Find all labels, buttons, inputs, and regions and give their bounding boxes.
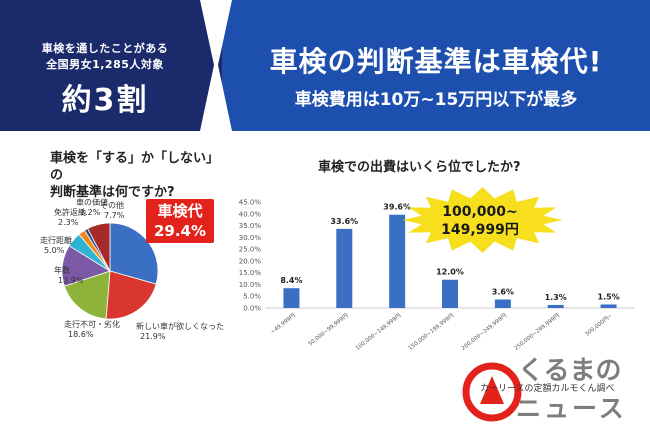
bar-value-label: 8.4% [280, 276, 302, 285]
bar-value-label: 33.6% [330, 217, 358, 226]
pie-slice-value: 5.0% [44, 246, 65, 255]
bar-chart: 0.0% 5.0% 10.0% 15.0% 20.0% 25.0% 30.0% 35.0% 40… [239, 199, 635, 352]
header-banner: 車検を通したことがある 全国男女1,285人対象 約3割 車検の判断基準は車検代… [0, 0, 650, 131]
pie-slice-name: 免許返納 [54, 208, 86, 217]
pie-callout: 車検代 29.4% [146, 199, 214, 243]
pie-callout-label: 車検代 [157, 202, 203, 220]
y-tick-label: 40.0% [239, 210, 262, 218]
source-credit: カーリースの定額カルモくん調べ [480, 384, 615, 394]
pie-slice-name: その他 [100, 201, 124, 210]
pie-question: 車検を「する」か「しない」の 判断基準は何ですか? [50, 150, 230, 201]
x-tick-label: 50,000~99,999円 [307, 312, 350, 348]
y-tick-label: 35.0% [239, 222, 262, 230]
pie-question-line2: 判断基準は何ですか? [50, 185, 175, 200]
bar-value-label: 1.5% [597, 292, 619, 301]
pie-chart [61, 222, 159, 320]
pie-slice-value: 1.2% [80, 208, 101, 217]
bar-question: 車検での出費はいくら位でしたか? [318, 160, 521, 175]
y-tick-label: 30.0% [239, 234, 262, 242]
bar [600, 304, 617, 308]
pie-slice [63, 270, 111, 320]
y-tick-label: 45.0% [239, 199, 262, 207]
pie-slice-name: 走行不可・劣化 [64, 320, 120, 329]
pie-slice-name: 年数 [54, 266, 70, 275]
bar-callout-line2: 149,999円 [441, 222, 519, 238]
pie-slice [87, 222, 111, 272]
pie-slice-value: 21.9% [140, 332, 166, 341]
y-tick-label: 0.0% [243, 305, 261, 313]
y-tick-label: 5.0% [243, 293, 261, 301]
bar [494, 299, 511, 308]
pie-slice-label: 年数 13.9% [54, 266, 83, 286]
x-tick-label: 100,000~149,999円 [354, 312, 403, 352]
pie-slice-value: 2.3% [58, 218, 79, 227]
pie-callout-value: 29.4% [153, 222, 207, 240]
x-tick-label: 150,000~199,999円 [407, 312, 456, 352]
pie-slice-label: 車の価値 1.2% [76, 198, 108, 218]
x-tick-label: 300,000円~ [584, 312, 615, 338]
pie-slice-label: その他 7.7% [100, 201, 124, 221]
survey-target-line1: 車検を通したことがある [41, 42, 169, 55]
bar-callout: 100,000~ 149,999円 [415, 203, 545, 239]
logo-text-bottom: ニュース [516, 394, 627, 423]
banner-survey-panel [0, 0, 222, 131]
bar-value-label: 12.0% [436, 268, 464, 277]
bar-callout-line1: 100,000~ [442, 204, 518, 220]
headline-title: 車検の判断基準は車検代! [269, 45, 603, 78]
pie-slice-label: 新しい車が欲しくなった 21.9% [136, 322, 224, 342]
y-tick-label: 25.0% [239, 246, 262, 254]
pie-slice-label: 免許返納 2.3% [54, 208, 86, 228]
bar-value-label: 3.6% [492, 288, 514, 297]
pie-slice-name: 車の価値 [76, 198, 108, 207]
logo-text-top: くるまの [518, 356, 622, 386]
pie-slice-name: 走行距離 [40, 236, 72, 245]
y-tick-label: 10.0% [239, 281, 262, 289]
y-tick-label: 15.0% [239, 269, 262, 277]
pie-question-line1: 車検を「する」か「しない」の [50, 151, 220, 183]
bar-value-label: 39.6% [383, 203, 411, 212]
bar [389, 214, 406, 308]
bar-value-label: 1.3% [545, 293, 567, 302]
headline-ratio: 約3割 [61, 83, 149, 118]
banner-chevron [200, 0, 232, 131]
logo-mark [462, 362, 522, 422]
starburst-callout [402, 187, 563, 253]
pie-slice-name: 新しい車が欲しくなった [136, 322, 224, 331]
bar [442, 279, 458, 308]
survey-target-line2: 全国男女1,285人対象 [46, 58, 164, 71]
y-tick-label: 20.0% [239, 257, 262, 265]
pie-slice [105, 270, 157, 320]
pie-slice-value: 18.6% [68, 330, 94, 339]
pie-slice-value: 7.7% [104, 211, 125, 220]
bar [283, 288, 300, 308]
bar [547, 304, 564, 308]
bar [336, 228, 353, 308]
headline-subtitle: 車検費用は10万~15万円以下が最多 [294, 90, 578, 110]
pie-slice-value: 13.9% [58, 276, 84, 285]
pie-slice-label: 走行距離 5.0% [40, 236, 72, 256]
x-tick-label: ~49,999円 [269, 312, 297, 336]
pie-slice-label: 走行不可・劣化 18.6% [64, 320, 120, 340]
